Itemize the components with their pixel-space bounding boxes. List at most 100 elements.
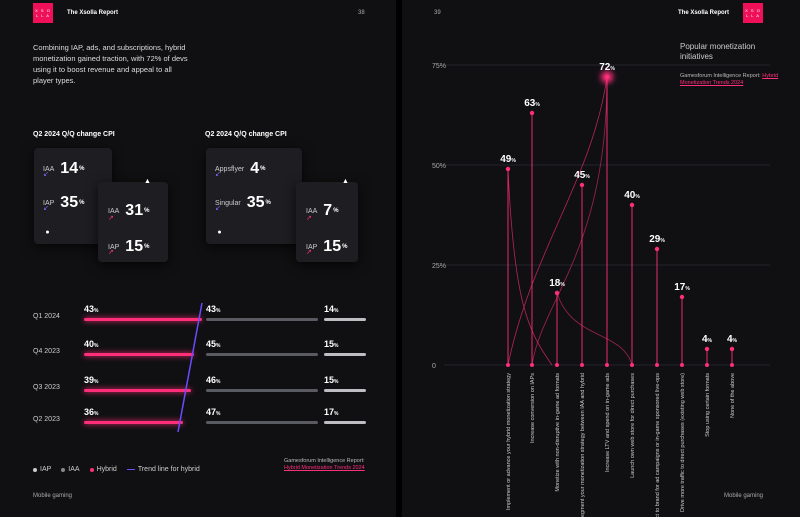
metric-iap: IAP 35%: [43, 194, 85, 211]
value-label: 4%: [702, 334, 713, 345]
legend-item-iaa: IAA: [61, 466, 80, 473]
category-label: Monetize with non-disruptive in-game ad …: [555, 373, 561, 492]
cpi-card-ios-right: Appsflyer 4% ↙ Singular 35% ↙ ●: [206, 148, 302, 244]
hybrid-bar: [84, 318, 202, 321]
cpi-card-android-right: ▲ IAA 7% ↗ IAP 15% ↗: [296, 178, 358, 262]
legend-item-iap: IAP: [33, 466, 51, 473]
iaa-bar: [206, 389, 318, 392]
hybrid-value: 39%: [84, 375, 99, 385]
xsolla-logo: X S O L L A: [33, 3, 53, 23]
quarter-label: Q4 2023: [33, 348, 60, 355]
arrow-down-left-icon: ↙: [43, 205, 49, 212]
iaa-value: 46%: [206, 375, 221, 385]
y-tick-label: 75%: [432, 63, 446, 70]
baseline-dot: [530, 363, 534, 367]
legend-item-hybrid: Hybrid: [89, 466, 117, 473]
value-label: %: [708, 338, 713, 344]
legend-marker: [61, 467, 66, 472]
lollipop-head: [529, 110, 535, 116]
iap-bar: [324, 353, 366, 356]
lollipop-head: [654, 246, 660, 252]
value-label: %: [585, 174, 590, 180]
category-label: Increase LTV and spend on in-game ads: [605, 373, 611, 472]
lollipop-head: [579, 182, 585, 188]
lollipop-head: [604, 74, 610, 80]
value-label: %: [535, 102, 540, 108]
iap-value: 15%: [324, 339, 339, 349]
footer-right: Mobile gaming: [724, 493, 764, 499]
arrow-down-left-icon: ↙: [43, 171, 49, 178]
apple-icon: ●: [45, 229, 50, 236]
trend-line-layer: [177, 302, 203, 433]
chart-title: Popular monetization initiatives: [680, 42, 756, 61]
category-label: Increase conversion on IAPs: [530, 373, 536, 443]
source-link[interactable]: Hybrid Monetization Trends 2024: [284, 465, 365, 471]
value-label: %: [685, 286, 690, 292]
iap-value: 15%: [324, 375, 339, 385]
value-label: %: [560, 282, 565, 288]
category-label: Stop using certain formats: [705, 373, 711, 437]
value-label: 40%: [624, 190, 640, 201]
value-label: 17%: [674, 282, 690, 293]
header-title: The Xsolla Report: [67, 10, 119, 16]
connector-curve: [556, 292, 633, 366]
lollipop-head: [729, 346, 735, 352]
cpi-card-android-left: ▲ IAA 31% ↗ IAP 15% ↗: [98, 178, 168, 262]
lollipop-head: [505, 166, 511, 172]
apple-icon: ●: [217, 229, 222, 236]
arrow-up-right-icon: ↗: [108, 215, 114, 222]
iap-value: 17%: [324, 407, 339, 417]
arrow-up-right-icon: ↗: [306, 249, 312, 256]
category-label: Go direct to brand for ad campaigns or i…: [655, 373, 661, 517]
baseline-dot: [605, 363, 609, 367]
source-note-left: Gamesforum Intelligence Report: Hybrid M…: [284, 458, 365, 471]
metric-iaa: IAA 14%: [43, 160, 85, 177]
value-label: %: [511, 158, 516, 164]
legend-item-trend: Trend line for hybrid: [126, 466, 200, 473]
source-link[interactable]: Hybrid Monetization Trends 2024: [680, 73, 779, 86]
arrow-up-right-icon: ↗: [306, 215, 312, 222]
metric-iaa: IAA 31%: [108, 202, 150, 219]
value-label: 63%: [524, 98, 540, 109]
value-label: 49%: [500, 154, 516, 165]
baseline-dot: [580, 363, 584, 367]
iap-bar: [324, 421, 366, 424]
metric-singular: Singular 35%: [215, 194, 271, 211]
arrow-up-right-icon: ↗: [108, 249, 114, 256]
baseline-dot: [705, 363, 709, 367]
value-label: 72%: [599, 62, 615, 73]
cpi-title-left: Q2 2024 Q/Q change CPI: [33, 131, 115, 138]
hybrid-value: 43%: [84, 304, 99, 314]
value-label: %: [733, 338, 738, 344]
cpi-title-right: Q2 2024 Q/Q change CPI: [205, 131, 287, 138]
value-label: 18%: [549, 278, 565, 289]
iaa-value: 43%: [206, 304, 221, 314]
legend-marker: [126, 468, 135, 471]
footer-left: Mobile gaming: [33, 493, 73, 499]
metric-appsflyer: Appsflyer 4%: [215, 160, 266, 177]
cpi-card-ios-left: IAA 14% ↙ IAP 35% ↙ ●: [34, 148, 112, 244]
arrow-down-left-icon: ↙: [215, 171, 221, 178]
lollipop-head: [554, 290, 560, 296]
connector-curve: [507, 76, 608, 366]
hybrid-bar: [84, 353, 194, 356]
iaa-bar: [206, 318, 318, 321]
hybrid-trend-line: [177, 302, 203, 433]
category-label: None of the above: [730, 373, 736, 418]
quarter-label: Q1 2024: [33, 313, 60, 320]
header-title: The Xsolla Report: [678, 10, 730, 16]
value-label: 29%: [649, 234, 665, 245]
metric-iap: IAP 15%: [306, 238, 348, 255]
y-tick-label: 50%: [432, 163, 446, 170]
source-note-right: Gamesforum Intelligence Report: Hybrid M…: [680, 73, 779, 86]
right-page: 39 The Xsolla Report X S O L L A 0 25% 50%…: [402, 0, 800, 517]
category-label: Segment your monetization strategy betwe…: [580, 373, 586, 517]
hybrid-value: 40%: [84, 339, 99, 349]
page-number: 38: [358, 10, 365, 16]
iaa-bar: [206, 421, 318, 424]
intro-text: Combining IAP, ads, and subscriptions, h…: [33, 43, 188, 85]
value-label: 4%: [727, 334, 738, 345]
iaa-bar: [206, 353, 318, 356]
connector-curve: [531, 76, 608, 366]
baseline-dot: [630, 363, 634, 367]
